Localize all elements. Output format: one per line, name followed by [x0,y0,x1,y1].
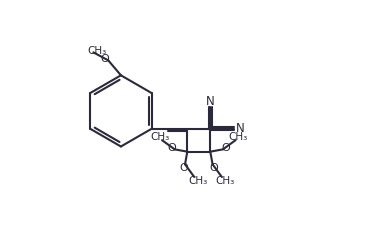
Text: O: O [209,163,218,173]
Text: O: O [221,143,230,153]
Text: CH₃: CH₃ [150,131,170,142]
Text: CH₃: CH₃ [188,176,207,185]
Text: CH₃: CH₃ [88,46,107,55]
Text: N: N [206,95,214,108]
Text: O: O [100,54,109,64]
Text: O: O [168,143,176,153]
Text: CH₃: CH₃ [216,176,235,185]
Text: CH₃: CH₃ [228,131,248,142]
Text: N: N [236,122,244,135]
Text: O: O [180,163,188,173]
